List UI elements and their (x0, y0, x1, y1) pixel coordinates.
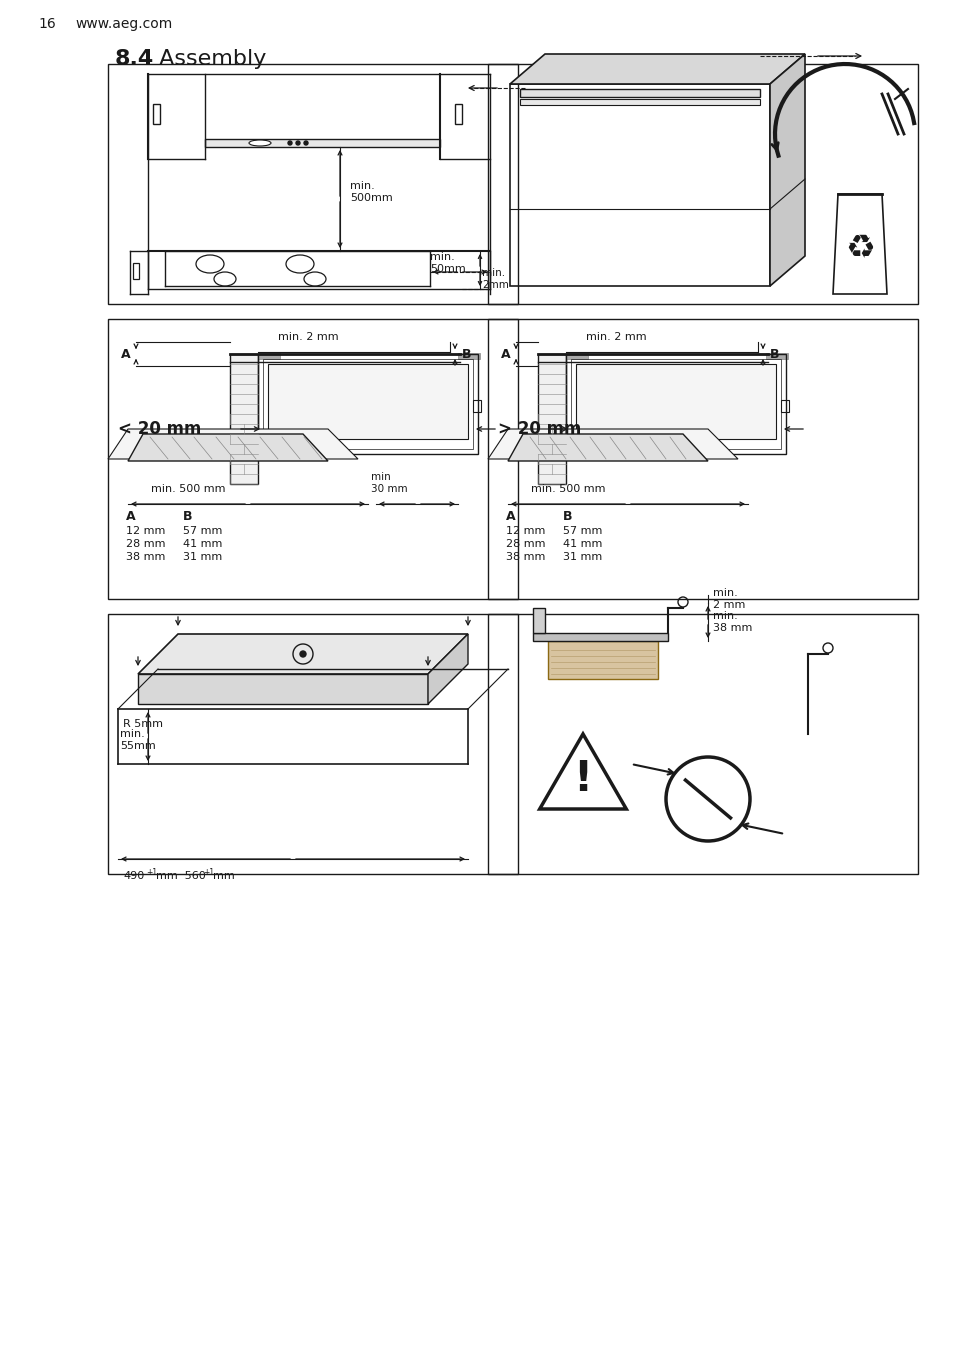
Polygon shape (539, 734, 625, 808)
Bar (268, 364, 468, 439)
Bar (533, 608, 544, 634)
Text: 16: 16 (38, 18, 55, 31)
Bar (533, 634, 667, 640)
Polygon shape (428, 634, 468, 704)
Text: ♻: ♻ (844, 233, 874, 265)
Bar (230, 353, 257, 483)
Text: mm: mm (213, 871, 234, 881)
Polygon shape (507, 435, 707, 460)
Bar (108, 320, 517, 598)
Bar (263, 359, 473, 450)
Text: 41 mm: 41 mm (183, 539, 222, 548)
Circle shape (295, 141, 299, 145)
Text: A: A (505, 510, 515, 524)
Text: B: B (562, 510, 572, 524)
Text: 38 mm: 38 mm (126, 552, 165, 562)
Text: 8.4: 8.4 (115, 49, 154, 69)
Text: A: A (121, 348, 131, 360)
Bar (565, 353, 785, 454)
Text: B: B (183, 510, 193, 524)
Text: mm  560: mm 560 (156, 871, 206, 881)
Text: 28 mm: 28 mm (126, 539, 165, 548)
Bar (108, 64, 517, 305)
Polygon shape (138, 634, 468, 674)
Bar (457, 353, 479, 359)
Bar (571, 359, 781, 450)
Text: min.
50mm: min. 50mm (430, 252, 465, 275)
Bar (257, 353, 477, 454)
Text: 12 mm: 12 mm (126, 525, 165, 536)
Text: 38 mm: 38 mm (505, 552, 545, 562)
Text: 31 mm: 31 mm (183, 552, 222, 562)
Text: min.
2mm: min. 2mm (481, 268, 508, 290)
Text: 57 mm: 57 mm (183, 525, 222, 536)
Circle shape (304, 141, 308, 145)
Text: R 5mm: R 5mm (123, 719, 163, 728)
Bar (132, 263, 139, 279)
Bar (152, 104, 160, 125)
Bar (547, 640, 658, 678)
Text: 12 mm: 12 mm (505, 525, 545, 536)
Bar (455, 104, 461, 125)
Bar (108, 613, 517, 873)
Text: < 20 mm: < 20 mm (118, 420, 201, 437)
Polygon shape (128, 435, 328, 460)
Bar (576, 364, 775, 439)
Text: min.
55mm: min. 55mm (120, 728, 155, 751)
Circle shape (299, 651, 306, 657)
Text: A: A (500, 348, 510, 360)
Text: +1: +1 (203, 868, 213, 877)
Bar (473, 399, 480, 412)
Text: +1: +1 (146, 868, 157, 877)
Text: www.aeg.com: www.aeg.com (75, 18, 172, 31)
Bar (781, 399, 788, 412)
Bar (510, 84, 769, 286)
Text: A: A (126, 510, 135, 524)
Text: min
30 mm: min 30 mm (371, 471, 407, 494)
Text: min.
2 mm: min. 2 mm (712, 588, 744, 611)
Text: min. 2 mm: min. 2 mm (277, 332, 338, 343)
Polygon shape (108, 429, 357, 459)
Polygon shape (488, 429, 738, 459)
Text: min. 2 mm: min. 2 mm (585, 332, 646, 343)
Polygon shape (138, 674, 428, 704)
Text: B: B (769, 348, 779, 360)
Text: 31 mm: 31 mm (562, 552, 601, 562)
Bar (488, 64, 917, 305)
Text: min.
500mm: min. 500mm (350, 181, 393, 203)
Circle shape (288, 141, 292, 145)
Bar (488, 613, 917, 873)
Bar (519, 99, 760, 106)
Bar (519, 89, 760, 97)
Bar (537, 353, 565, 483)
Polygon shape (510, 54, 804, 84)
Ellipse shape (249, 139, 271, 146)
Text: B: B (461, 348, 471, 360)
Text: 41 mm: 41 mm (562, 539, 601, 548)
Text: !: ! (573, 758, 592, 800)
Text: Assembly: Assembly (152, 49, 266, 69)
Polygon shape (769, 54, 804, 286)
Bar (257, 353, 280, 359)
Bar (765, 353, 787, 359)
Text: 57 mm: 57 mm (562, 525, 601, 536)
Text: 490: 490 (123, 871, 144, 881)
Bar (488, 320, 917, 598)
Text: > 20 mm: > 20 mm (497, 420, 580, 437)
Text: 28 mm: 28 mm (505, 539, 545, 548)
Bar (205, 139, 439, 148)
Bar (565, 353, 587, 359)
Text: min. 500 mm: min. 500 mm (530, 483, 604, 494)
Polygon shape (832, 194, 886, 294)
Text: min. 500 mm: min. 500 mm (151, 483, 225, 494)
Text: min.
38 mm: min. 38 mm (712, 611, 752, 634)
